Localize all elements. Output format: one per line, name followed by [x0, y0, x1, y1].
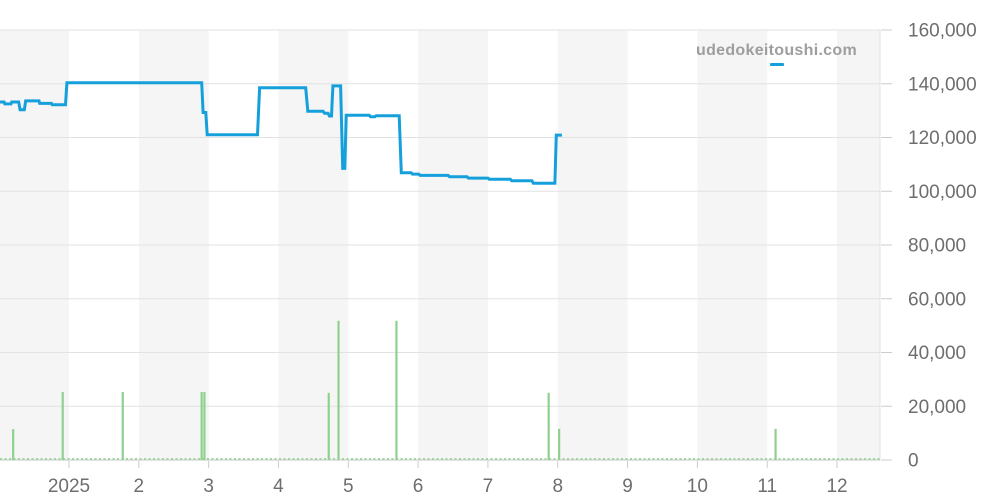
x-axis-label: 2025: [48, 476, 90, 497]
volume-bar: [395, 320, 398, 460]
x-axis-label: 8: [552, 476, 563, 497]
volume-bar: [558, 428, 561, 460]
volume-bar: [203, 392, 206, 460]
legend-series-dash: [769, 63, 784, 66]
volume-bar: [200, 392, 203, 460]
y-axis-label: 140,000: [908, 74, 977, 95]
x-axis-label: 11: [757, 476, 777, 497]
y-axis-label: 40,000: [908, 343, 966, 364]
x-axis-label: 5: [343, 476, 354, 497]
x-axis-label: 12: [826, 476, 847, 497]
x-axis-label: 9: [622, 476, 633, 497]
y-axis-label: 20,000: [908, 397, 966, 418]
y-axis-label: 60,000: [908, 289, 966, 310]
watermark-label: udedokeitoushi.com: [696, 42, 857, 59]
x-axis-label: 6: [413, 476, 424, 497]
volume-bar: [774, 428, 777, 460]
x-axis-label: 3: [203, 476, 214, 497]
volume-bar: [61, 392, 64, 460]
y-axis-label: 100,000: [908, 182, 977, 203]
x-axis-label: 2: [134, 476, 145, 497]
volume-bar: [121, 392, 124, 460]
x-axis-label: 10: [687, 476, 708, 497]
legend-item-watermark[interactable]: udedokeitoushi.com: [696, 42, 857, 66]
volume-bar: [547, 392, 550, 460]
volume-bar: [337, 320, 340, 460]
x-axis-label: 4: [273, 476, 284, 497]
volume-bar: [12, 429, 15, 460]
price-line: [0, 81, 562, 185]
volume-bar: [327, 392, 330, 460]
y-axis-label: 80,000: [908, 236, 966, 257]
y-axis-label: 160,000: [908, 21, 977, 42]
y-axis-label: 0: [908, 451, 919, 472]
x-axis-label: 7: [483, 476, 494, 497]
y-axis-label: 120,000: [908, 128, 977, 149]
